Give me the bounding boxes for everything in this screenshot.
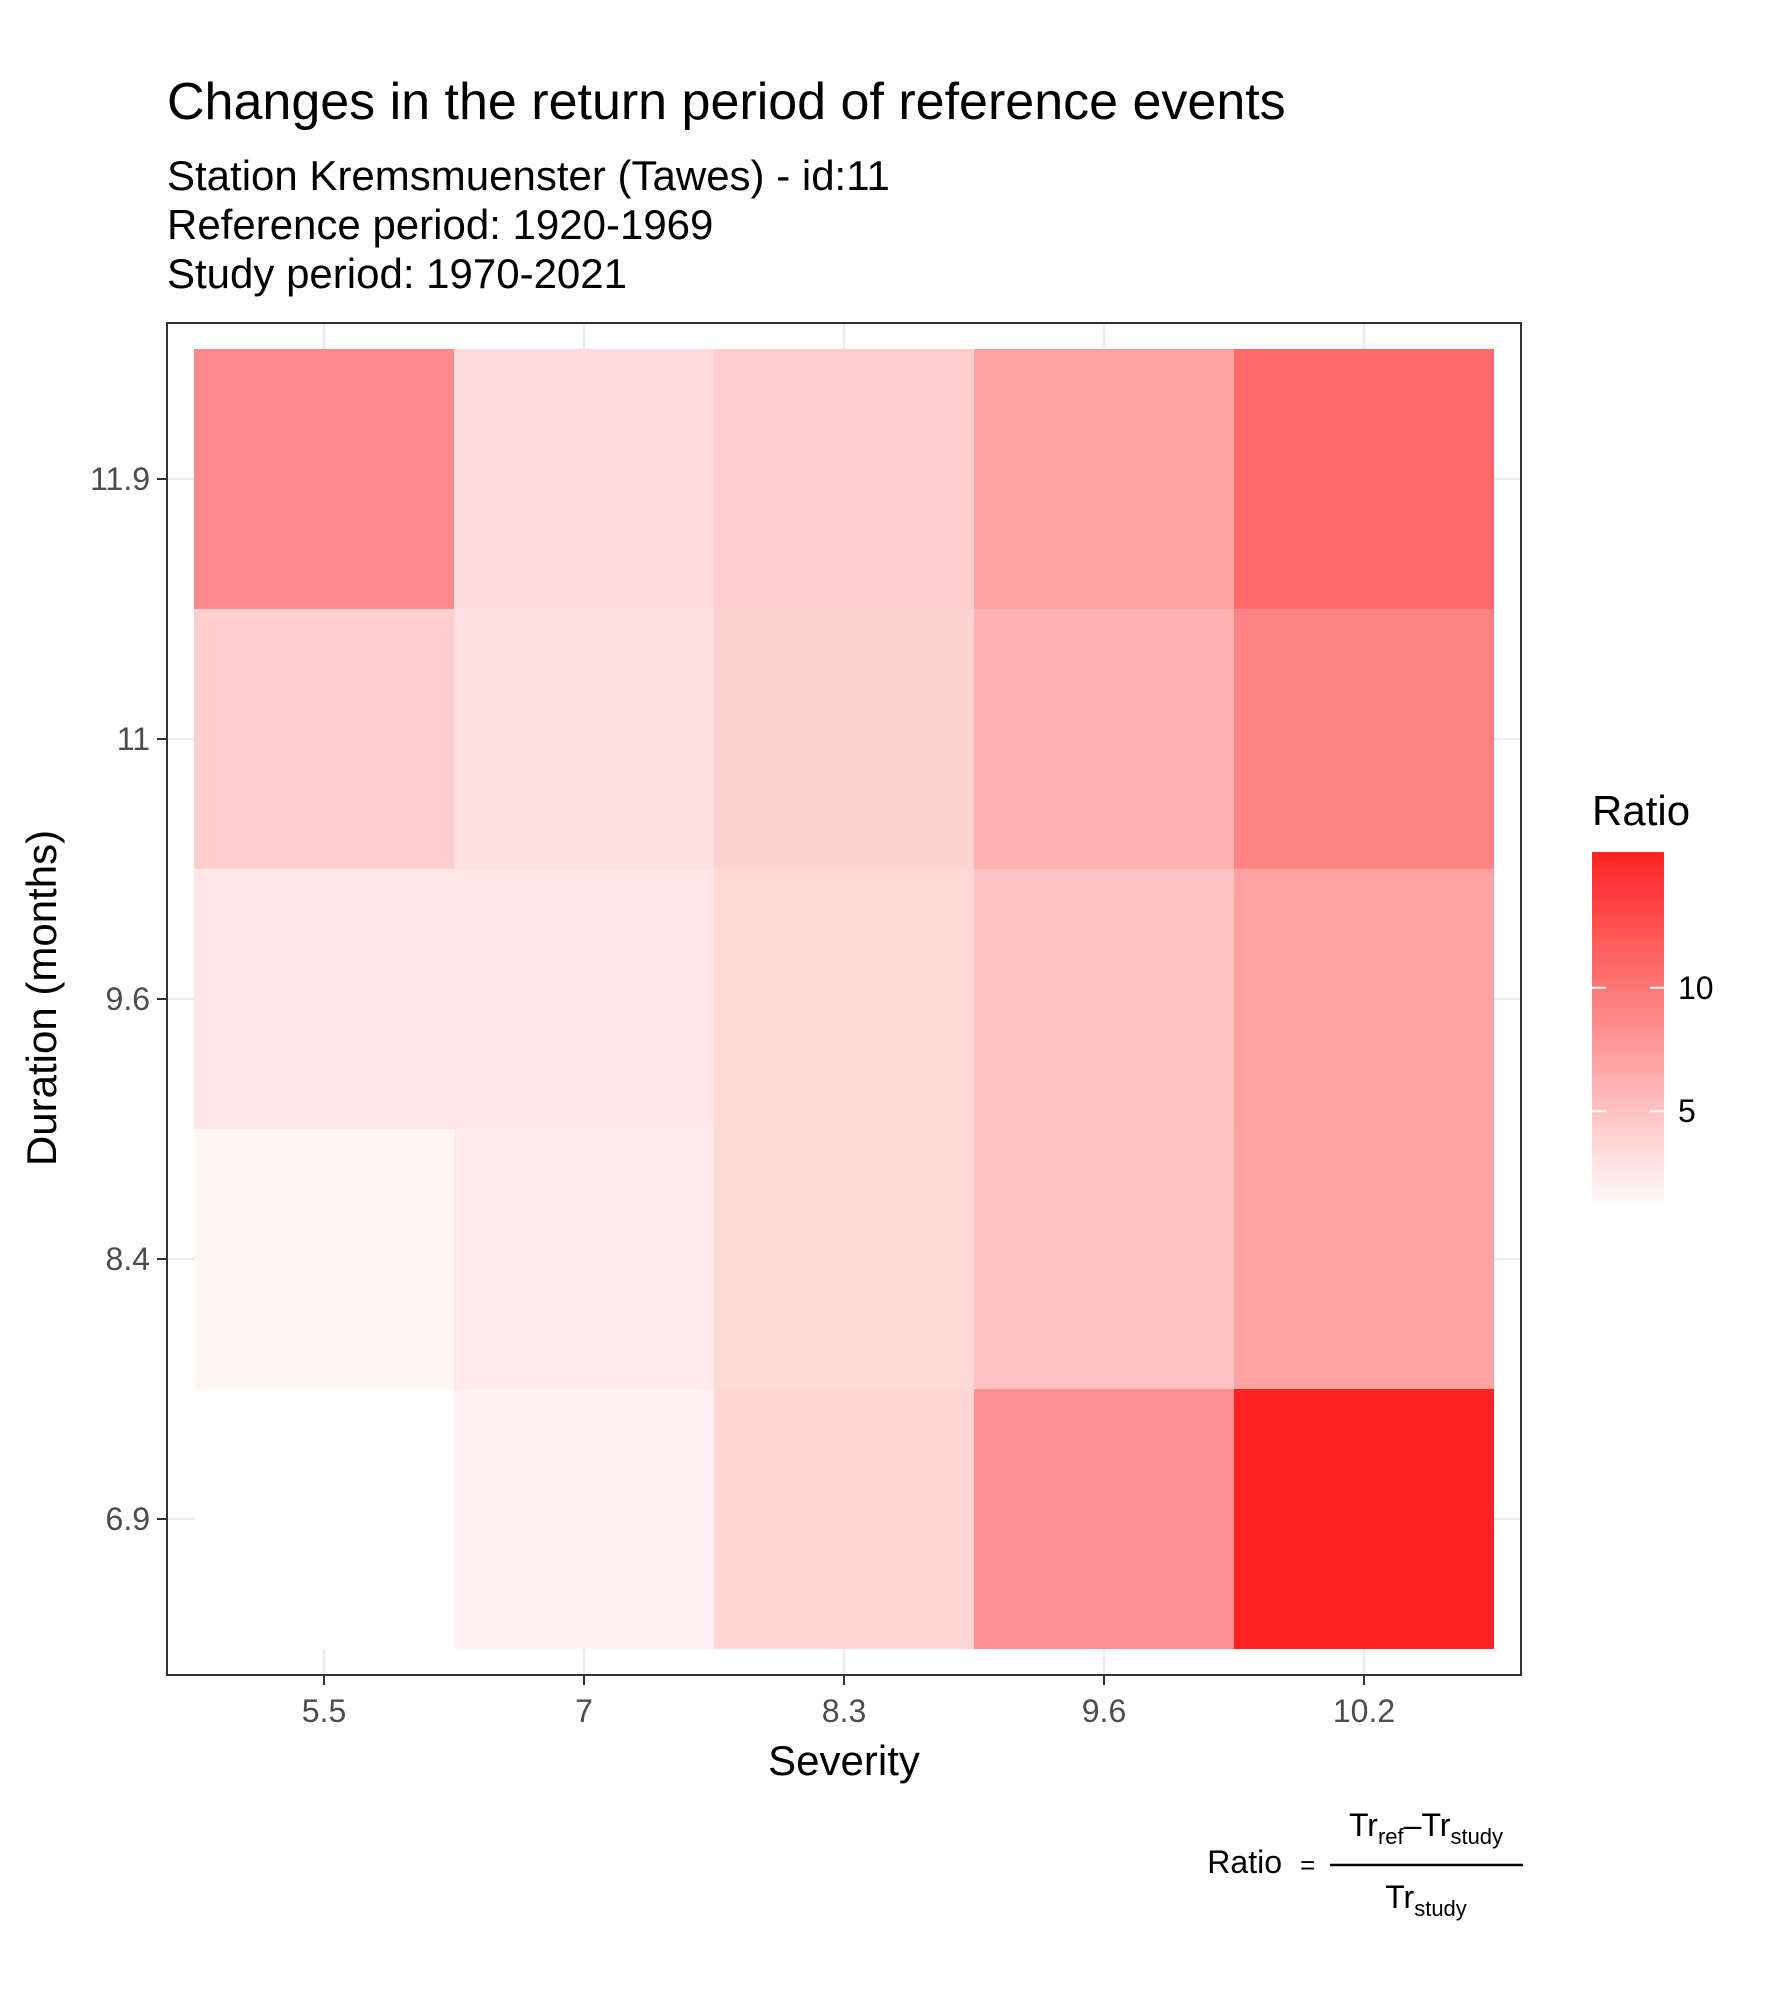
y-tick-label: 11.9 bbox=[90, 461, 150, 497]
caption-denominator: Trstudy bbox=[1385, 1879, 1467, 1921]
heatmap-cell-9.6-8.4 bbox=[974, 1129, 1234, 1389]
heatmap-cells bbox=[194, 349, 1494, 1649]
legend-ticks: 5 10 bbox=[1592, 970, 1714, 1129]
legend-title: Ratio bbox=[1592, 787, 1690, 834]
caption-numerator: Trref–Trstudy bbox=[1349, 1807, 1503, 1849]
caption-ratio-label: Ratio bbox=[1207, 1844, 1282, 1880]
heatmap-cell-9.6-9.6 bbox=[974, 869, 1234, 1129]
heatmap-cell-10.2-8.4 bbox=[1234, 1129, 1494, 1389]
heatmap-cell-8.3-11 bbox=[714, 609, 974, 869]
chart-subtitle-reference-period: Reference period: 1920-1969 bbox=[167, 201, 714, 248]
legend-tick-label: 5 bbox=[1678, 1093, 1696, 1129]
heatmap-cell-9.6-11 bbox=[974, 609, 1234, 869]
caption-num-tr2: Tr bbox=[1421, 1807, 1450, 1843]
y-tick-label: 6.9 bbox=[106, 1501, 150, 1537]
caption-den-sub: study bbox=[1414, 1896, 1467, 1921]
heatmap-cell-7-11 bbox=[454, 609, 714, 869]
x-tick-label: 5.5 bbox=[302, 1693, 346, 1729]
heatmap-cell-10.2-6.9 bbox=[1234, 1389, 1494, 1649]
heatmap-cell-7-11.9 bbox=[454, 349, 714, 609]
chart-subtitle-station: Station Kremsmuenster (Tawes) - id:11 bbox=[167, 152, 890, 199]
heatmap-cell-7-9.6 bbox=[454, 869, 714, 1129]
axes: 5.5 7 8.3 9.6 10.2 6.9 8.4 9.6 11 11.9 bbox=[90, 461, 1395, 1729]
x-tick-label: 9.6 bbox=[1082, 1693, 1126, 1729]
heatmap-cell-7-6.9 bbox=[454, 1389, 714, 1649]
heatmap-cell-8.3-11.9 bbox=[714, 349, 974, 609]
x-tick-label: 7 bbox=[575, 1693, 593, 1729]
caption-equals: = bbox=[1300, 1850, 1315, 1880]
y-tick-label: 11 bbox=[117, 721, 150, 757]
legend-tick-label: 10 bbox=[1678, 970, 1714, 1006]
heatmap-cell-9.6-11.9 bbox=[974, 349, 1234, 609]
caption-num-sub1: ref bbox=[1378, 1824, 1405, 1849]
x-tick-label: 10.2 bbox=[1333, 1693, 1395, 1729]
y-tick-label: 8.4 bbox=[106, 1241, 150, 1277]
heatmap-cell-8.3-9.6 bbox=[714, 869, 974, 1129]
heatmap-cell-8.3-8.4 bbox=[714, 1129, 974, 1389]
caption-num-tr1: Tr bbox=[1349, 1807, 1378, 1843]
heatmap-cell-10.2-11 bbox=[1234, 609, 1494, 869]
heatmap-cell-10.2-11.9 bbox=[1234, 349, 1494, 609]
caption-minus: – bbox=[1404, 1807, 1422, 1843]
heatmap-cell-5.5-11.9 bbox=[194, 349, 454, 609]
ratio-formula-caption: Ratio = Trref–Trstudy Trstudy bbox=[1207, 1807, 1523, 1921]
y-axis-title: Duration (months) bbox=[18, 830, 65, 1166]
x-axis-title: Severity bbox=[768, 1737, 920, 1784]
caption-den-tr: Tr bbox=[1385, 1879, 1414, 1915]
heatmap-cell-5.5-11 bbox=[194, 609, 454, 869]
heatmap-cell-9.6-6.9 bbox=[974, 1389, 1234, 1649]
legend-colorbar bbox=[1592, 852, 1664, 1210]
heatmap-cell-5.5-9.6 bbox=[194, 869, 454, 1129]
y-tick-label: 9.6 bbox=[106, 981, 150, 1017]
heatmap-cell-5.5-6.9 bbox=[194, 1389, 454, 1649]
chart-title: Changes in the return period of referenc… bbox=[167, 73, 1286, 131]
chart-subtitle-study-period: Study period: 1970-2021 bbox=[167, 250, 628, 297]
x-tick-label: 8.3 bbox=[822, 1693, 866, 1729]
heatmap-cell-7-8.4 bbox=[454, 1129, 714, 1389]
caption-num-sub2: study bbox=[1450, 1824, 1503, 1849]
heatmap-cell-5.5-8.4 bbox=[194, 1129, 454, 1389]
heatmap-cell-8.3-6.9 bbox=[714, 1389, 974, 1649]
heatmap-cell-10.2-9.6 bbox=[1234, 869, 1494, 1129]
